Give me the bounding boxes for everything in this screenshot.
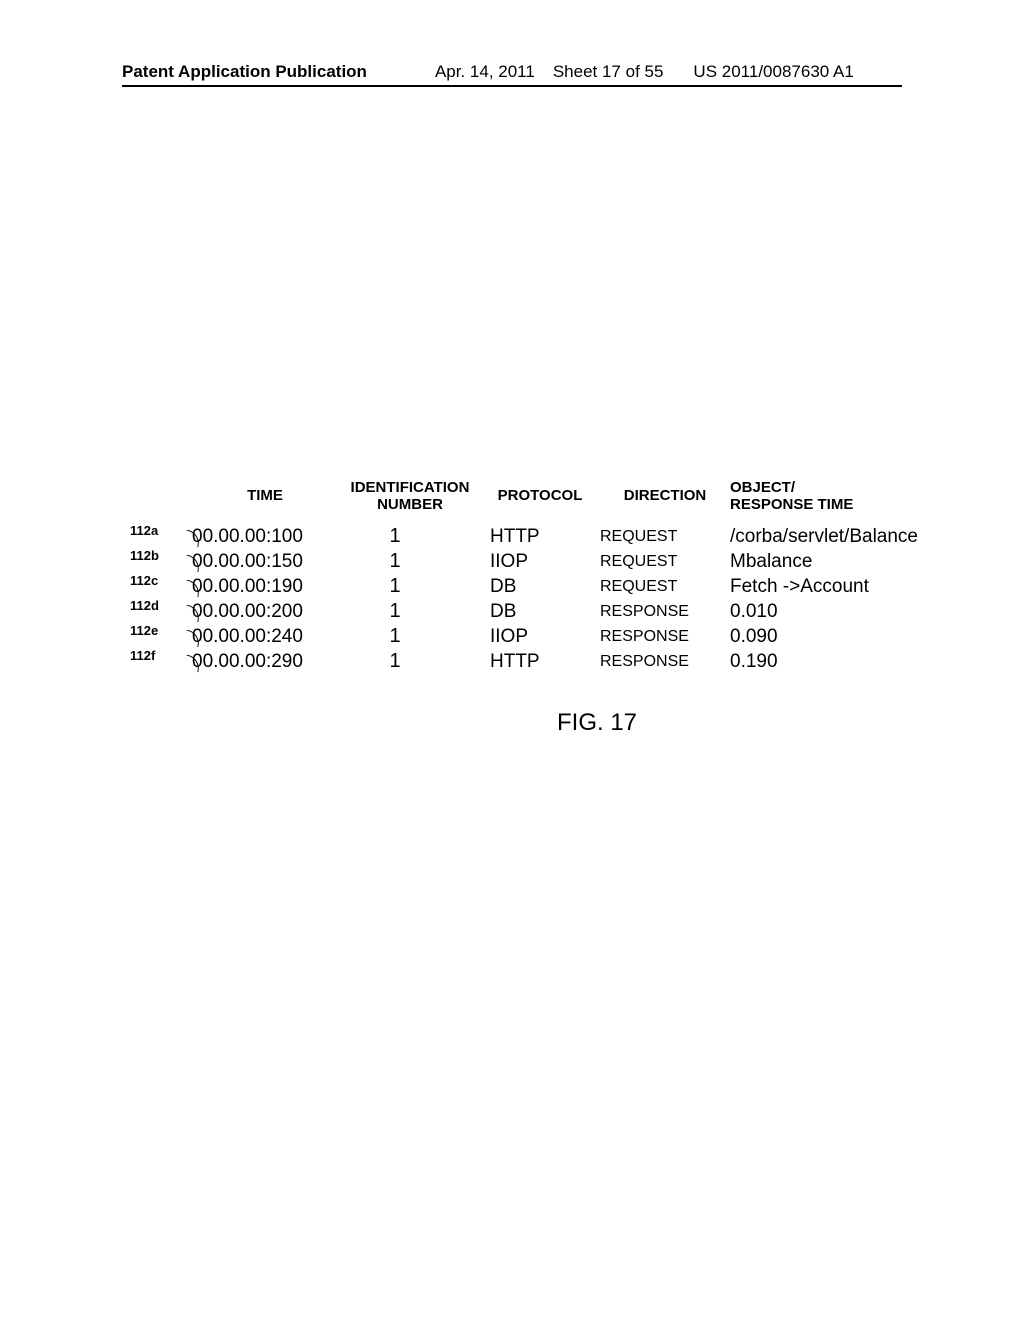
- row-ref-label: 112b: [130, 548, 190, 563]
- row-ref-label: 112e: [130, 623, 190, 638]
- cell-time: 00.00.00:290: [190, 651, 340, 673]
- header-sheet-number: Sheet 17 of 55: [553, 62, 664, 82]
- col-header-id: IDENTIFICATION NUMBER: [340, 480, 480, 523]
- header-pub-number: US 2011/0087630 A1: [693, 62, 853, 82]
- cell-object: 0.010: [730, 601, 924, 623]
- cell-protocol: IIOP: [480, 626, 600, 648]
- cell-direction: RESPONSE: [600, 628, 730, 646]
- cell-object: Fetch ->Account: [730, 576, 924, 598]
- page-header: Patent Application Publication Apr. 14, …: [122, 62, 902, 82]
- cell-direction: RESPONSE: [600, 653, 730, 671]
- cell-direction: REQUEST: [600, 578, 730, 596]
- cell-protocol: HTTP: [480, 526, 600, 548]
- figure-caption: FIG. 17: [270, 709, 924, 737]
- cell-time: 00.00.00:150: [190, 551, 340, 573]
- cell-id: 1: [340, 550, 480, 573]
- cell-direction: REQUEST: [600, 528, 730, 546]
- cell-id: 1: [340, 625, 480, 648]
- cell-protocol: HTTP: [480, 651, 600, 673]
- cell-protocol: DB: [480, 601, 600, 623]
- col-header-direction: DIRECTION: [600, 488, 730, 515]
- cell-object: Mbalance: [730, 551, 924, 573]
- cell-direction: RESPONSE: [600, 603, 730, 621]
- cell-time: 00.00.00:100: [190, 526, 340, 548]
- cell-time: 00.00.00:200: [190, 601, 340, 623]
- figure-17: TIME IDENTIFICATION NUMBER PROTOCOL DIRE…: [130, 480, 924, 737]
- header-rule: [122, 85, 902, 87]
- row-ref-label: 112d: [130, 598, 190, 613]
- cell-protocol: DB: [480, 576, 600, 598]
- cell-object: 0.090: [730, 626, 924, 648]
- cell-object: 0.190: [730, 651, 924, 673]
- row-ref-label: 112f: [130, 648, 190, 663]
- cell-protocol: IIOP: [480, 551, 600, 573]
- cell-id: 1: [340, 600, 480, 623]
- col-header-object: OBJECT/ RESPONSE TIME: [730, 480, 924, 523]
- trace-table: TIME IDENTIFICATION NUMBER PROTOCOL DIRE…: [130, 480, 924, 673]
- cell-id: 1: [340, 650, 480, 673]
- col-header-time: TIME: [190, 488, 340, 515]
- cell-id: 1: [340, 525, 480, 548]
- cell-time: 00.00.00:190: [190, 576, 340, 598]
- row-ref-label: 112c: [130, 573, 190, 588]
- cell-time: 00.00.00:240: [190, 626, 340, 648]
- cell-direction: REQUEST: [600, 553, 730, 571]
- header-publication-label: Patent Application Publication: [122, 62, 367, 82]
- cell-id: 1: [340, 575, 480, 598]
- row-ref-label: 112a: [130, 523, 190, 538]
- col-header-ref: [130, 497, 190, 507]
- col-header-protocol: PROTOCOL: [480, 488, 600, 515]
- cell-object: /corba/servlet/Balance: [730, 526, 924, 548]
- header-date: Apr. 14, 2011: [435, 62, 535, 82]
